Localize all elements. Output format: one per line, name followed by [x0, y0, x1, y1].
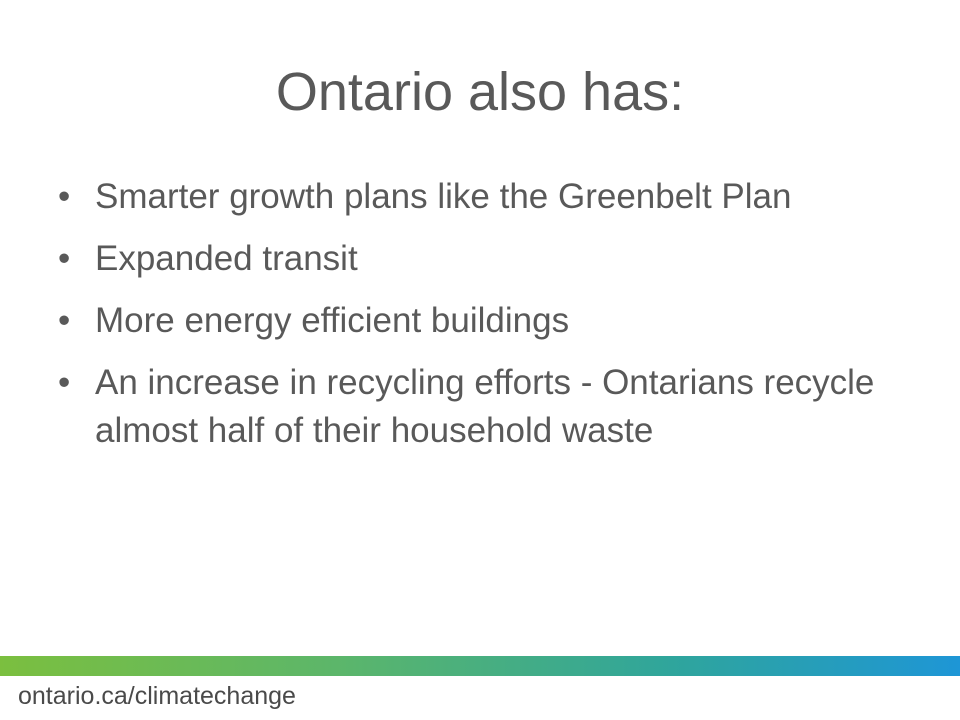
slide-title: Ontario also has:: [275, 62, 685, 122]
footer-gradient-bar: [0, 656, 960, 676]
bullet-text: Smarter growth plans like the Greenbelt …: [95, 177, 792, 216]
bullet-item: • Expanded transit: [58, 235, 918, 283]
bullet-dot-icon: •: [58, 363, 71, 402]
footer-url-link[interactable]: ontario.ca/climatechange: [18, 682, 296, 710]
bullet-text: An increase in recycling efforts - Ontar…: [95, 363, 875, 450]
bullet-dot-icon: •: [58, 301, 71, 340]
bullet-list: • Smarter growth plans like the Greenbel…: [58, 173, 918, 469]
bullet-dot-icon: •: [58, 239, 71, 278]
bullet-dot-icon: •: [58, 177, 71, 216]
bullet-item: • An increase in recycling efforts - Ont…: [58, 359, 918, 455]
bullet-text: Expanded transit: [95, 239, 358, 278]
bullet-item: • More energy efficient buildings: [58, 297, 918, 345]
bullet-text: More energy efficient buildings: [95, 301, 570, 340]
bullet-item: • Smarter growth plans like the Greenbel…: [58, 173, 918, 221]
